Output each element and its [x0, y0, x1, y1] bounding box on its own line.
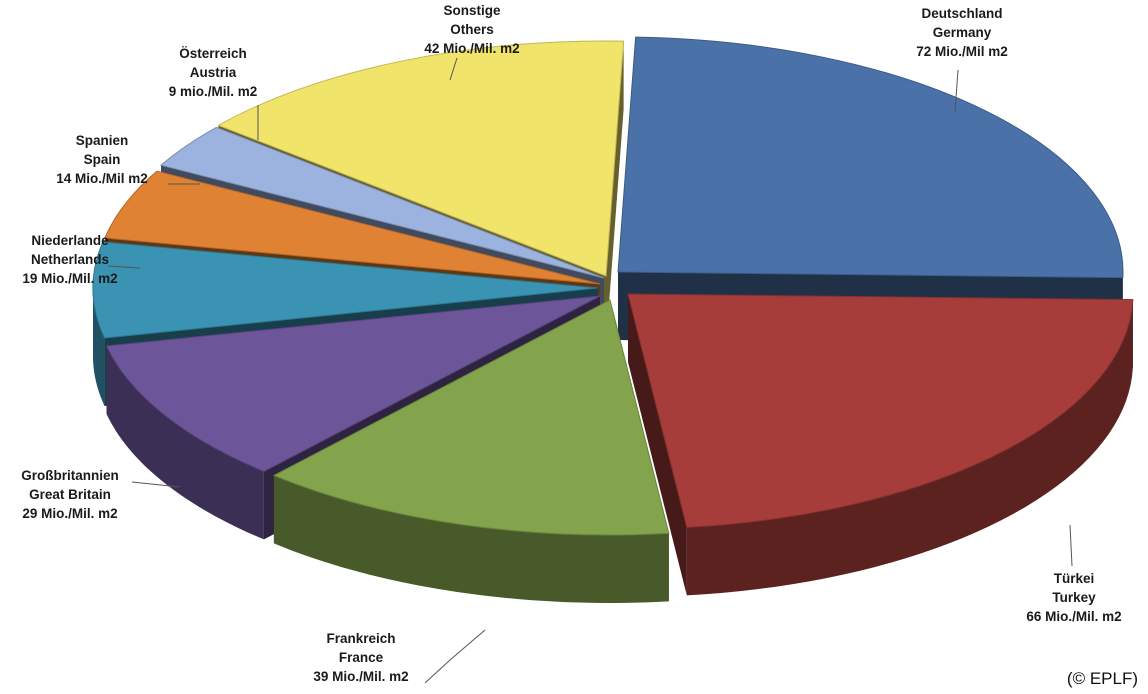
pie-slice-top-tr [627, 293, 1134, 528]
leader-line-gb [131, 481, 181, 488]
slice-label-gb-label-de: Großbritannien [21, 468, 119, 483]
slice-label-tr-label-en: Turkey [1052, 590, 1096, 605]
pie-slice-top-ot [217, 40, 625, 277]
pie-slice-top-de [617, 36, 1124, 279]
pie-slice-tr [627, 293, 1134, 596]
pie-slice-side-tr [686, 299, 1133, 596]
pie-slice-side-fr [273, 475, 669, 603]
slice-label-de-label-en: Germany [933, 25, 992, 40]
leader-line-ot [449, 57, 458, 81]
slice-label-es-label-en: Spain [84, 152, 121, 167]
pie-slice-top-es [104, 170, 601, 285]
leader-line-fr [424, 629, 486, 684]
slice-label-de-label-de: Deutschland [921, 6, 1002, 21]
slice-label-fr-label-de: Frankreich [326, 631, 395, 646]
slice-label-at-label-en: Austria [190, 65, 237, 80]
slice-label-de-unit-label: 72 Mio./Mil m2 [916, 44, 1008, 59]
slice-label-es-unit-label: 14 Mio./Mil m2 [56, 171, 148, 186]
pie-slice-top-nl [92, 241, 599, 339]
slice-label-nl-label-en: Netherlands [31, 252, 109, 267]
slice-label-fr-label-en: France [339, 650, 384, 665]
leader-line-de [954, 69, 959, 113]
slice-label-nl-unit-label: 19 Mio./Mil. m2 [22, 271, 117, 286]
slice-label-nl-label-de: Niederlande [31, 233, 109, 248]
slice-label-gb-label-en: Great Britain [29, 487, 111, 502]
slice-label-tr-label-de: Türkei [1054, 571, 1095, 586]
slice-label-at-unit-label: 9 mio./Mil. m2 [169, 84, 258, 99]
pie-slice-side-nl [93, 288, 105, 406]
slice-labels: Deutschland Germany 72 Mio./Mil m2 Türkei Tu… [21, 3, 1121, 684]
slice-label-ot-unit-label: 42 Mio./Mil. m2 [424, 41, 519, 56]
pie-slice-fr [272, 299, 670, 603]
slice-label-ot-label-en: Others [450, 22, 494, 37]
pie-slice-top-at [159, 126, 605, 279]
slice-label-es-label-de: Spanien [76, 133, 129, 148]
leader-line-tr [1069, 524, 1073, 567]
pie-slice-top-gb [105, 295, 601, 472]
copyright-note: (© EPLF) [1067, 669, 1138, 688]
pie-slice-top-fr [272, 299, 670, 536]
pie-slice-side-gb [106, 345, 264, 540]
slice-label-gb-unit-label: 29 Mio./Mil. m2 [22, 506, 117, 521]
pie-slice-face-tr-1 [628, 294, 687, 596]
pie-slices [92, 36, 1134, 603]
slice-label-fr-unit-label: 39 Mio./Mil. m2 [313, 669, 408, 684]
slice-label-tr-unit-label: 66 Mio./Mil. m2 [1026, 609, 1121, 624]
slice-label-at-label-de: Österreich [179, 46, 247, 61]
leader-lines [107, 57, 1073, 684]
leader-line-nl [107, 265, 141, 269]
pie-slice-face-ot-1 [606, 41, 624, 344]
slice-label-ot-label-de: Sonstige [443, 3, 500, 18]
